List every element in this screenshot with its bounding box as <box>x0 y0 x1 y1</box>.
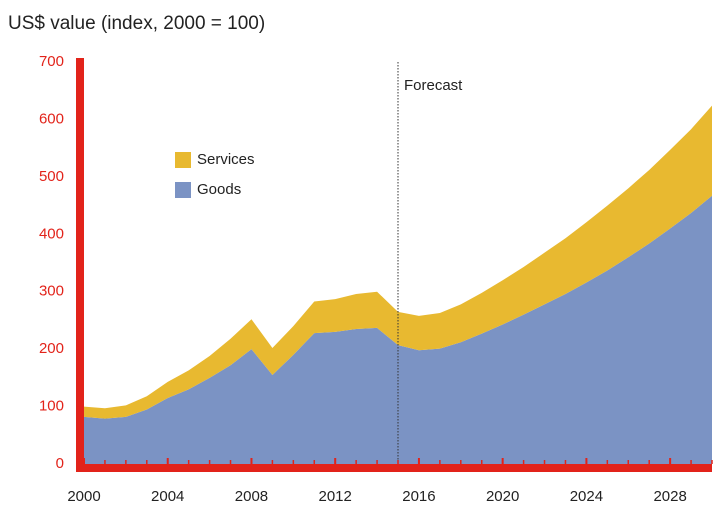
y-tick-label: 600 <box>39 110 64 127</box>
legend-label: Goods <box>197 181 241 198</box>
y-tick-label: 400 <box>39 225 64 242</box>
x-tick-label: 2008 <box>235 488 268 505</box>
y-tick-label: 0 <box>56 455 64 472</box>
chart-title: US$ value (index, 2000 = 100) <box>8 13 265 34</box>
x-tick-label: 2012 <box>319 488 352 505</box>
legend-swatch <box>175 182 191 198</box>
y-tick-label: 100 <box>39 398 64 415</box>
area-goods <box>84 195 712 464</box>
x-tick-label: 2016 <box>402 488 435 505</box>
area-services <box>84 105 712 419</box>
y-axis <box>76 58 84 472</box>
x-tick-label: 2000 <box>67 488 100 505</box>
x-tick-label: 2024 <box>570 488 603 505</box>
legend-label: Services <box>197 151 255 168</box>
x-tick-label: 2020 <box>486 488 519 505</box>
y-tick-label: 700 <box>39 53 64 70</box>
y-tick-label: 300 <box>39 283 64 300</box>
legend-swatch <box>175 152 191 168</box>
x-tick-label: 2004 <box>151 488 184 505</box>
x-tick-label: 2028 <box>653 488 686 505</box>
y-tick-label: 500 <box>39 168 64 185</box>
y-tick-label: 200 <box>39 340 64 357</box>
x-axis <box>76 464 712 472</box>
annotation: Forecast <box>404 77 463 94</box>
